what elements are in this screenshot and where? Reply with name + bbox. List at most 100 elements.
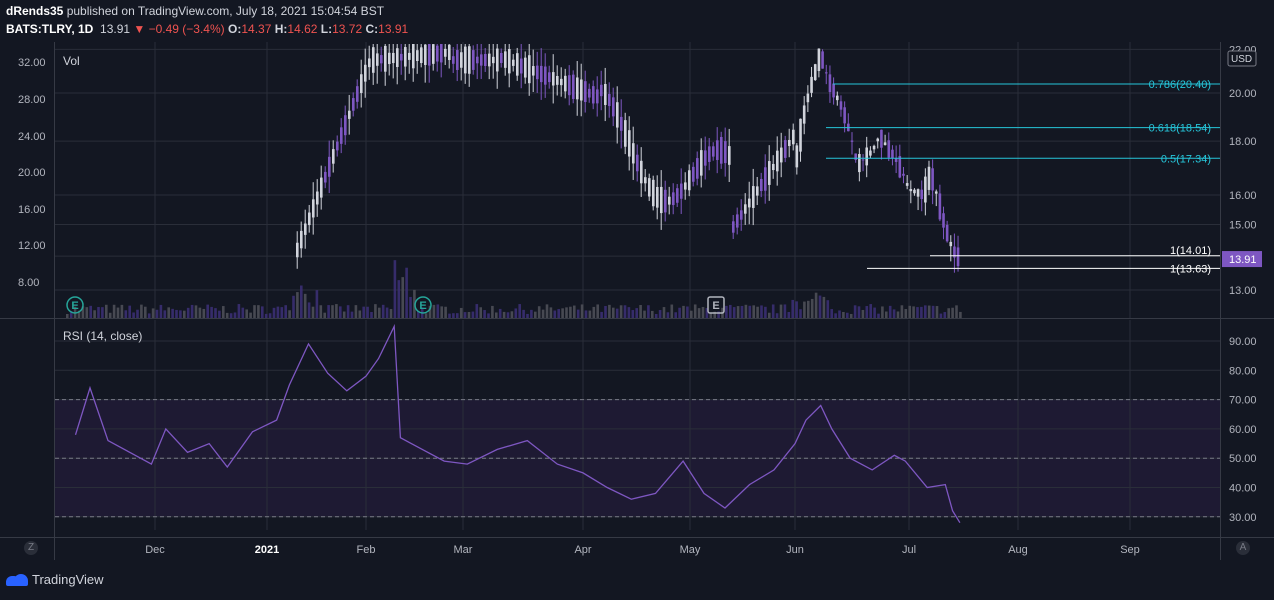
volume-tick-label: 8.00 bbox=[18, 277, 39, 289]
volume-bar bbox=[518, 304, 521, 318]
volume-bar bbox=[588, 310, 592, 318]
volume-bar bbox=[452, 313, 455, 318]
candle-body bbox=[312, 199, 315, 218]
volume-bar bbox=[120, 304, 124, 318]
volume-bar bbox=[935, 306, 939, 318]
candle-body bbox=[324, 171, 327, 183]
volume-bar bbox=[323, 312, 326, 318]
candle-body bbox=[949, 241, 953, 247]
candle-body bbox=[516, 53, 519, 76]
tradingview-logo[interactable]: TradingView bbox=[6, 572, 104, 587]
volume-bar bbox=[857, 306, 861, 318]
volume-bar bbox=[389, 309, 393, 318]
volume-bar bbox=[959, 311, 962, 318]
volume-bar bbox=[904, 309, 908, 318]
volume-bar bbox=[448, 313, 451, 318]
volume-bar bbox=[210, 306, 213, 318]
volume-bar bbox=[296, 292, 299, 318]
candle-body bbox=[308, 212, 311, 226]
author-name[interactable]: dRends35 bbox=[6, 4, 64, 18]
volume-bar bbox=[257, 305, 260, 318]
candle-body bbox=[817, 48, 821, 72]
open-label: O: bbox=[228, 22, 242, 36]
candle-body bbox=[304, 223, 307, 235]
volume-bar bbox=[132, 312, 135, 318]
brand-label: TradingView bbox=[32, 572, 104, 587]
volume-bar bbox=[569, 306, 572, 318]
volume-bar bbox=[498, 308, 502, 318]
volume-bar bbox=[225, 312, 229, 318]
volume-bar bbox=[881, 306, 884, 318]
candle-body bbox=[688, 170, 691, 191]
volume-bar bbox=[916, 307, 919, 318]
symbol-label[interactable]: BATS:TLRY, 1D bbox=[6, 22, 94, 36]
candle-body bbox=[316, 191, 319, 205]
volume-bar bbox=[249, 312, 252, 318]
volume-bar bbox=[198, 307, 202, 318]
volume-bar bbox=[292, 295, 295, 318]
candle-body bbox=[436, 45, 439, 62]
volume-bar bbox=[276, 306, 280, 318]
candle-body bbox=[732, 221, 735, 233]
volume-bar bbox=[307, 302, 311, 318]
volume-bar bbox=[951, 307, 954, 318]
candle-body bbox=[492, 56, 495, 64]
volume-bar bbox=[339, 306, 342, 318]
volume-bar bbox=[89, 305, 92, 318]
volume-bar bbox=[713, 311, 716, 318]
candle-body bbox=[813, 64, 817, 81]
volume-bar bbox=[775, 313, 779, 318]
volume-bar bbox=[658, 310, 662, 318]
high-label: H: bbox=[274, 22, 288, 36]
candle-body bbox=[344, 115, 347, 136]
volume-bar bbox=[510, 311, 514, 318]
volume-bar bbox=[810, 298, 814, 318]
volume-bar bbox=[483, 310, 486, 318]
candle-body bbox=[400, 53, 403, 61]
candle-body bbox=[596, 89, 599, 104]
candle-body bbox=[424, 44, 427, 65]
candle-body bbox=[376, 53, 379, 66]
volume-bar bbox=[795, 301, 798, 318]
volume-bar bbox=[908, 305, 911, 318]
currency-label: USD bbox=[1231, 54, 1252, 65]
candle-body bbox=[905, 183, 909, 186]
volume-bar bbox=[432, 304, 436, 318]
auto-scale-button[interactable]: A bbox=[1236, 541, 1250, 555]
volume-bar bbox=[479, 307, 482, 318]
candle-body bbox=[821, 51, 824, 69]
volume-bar bbox=[725, 305, 728, 318]
volume-bar bbox=[183, 310, 186, 318]
candle-body bbox=[902, 173, 905, 176]
volume-bar bbox=[927, 305, 931, 318]
volume-bar bbox=[931, 305, 935, 318]
candle-body bbox=[865, 147, 869, 166]
volume-bar bbox=[186, 307, 190, 318]
volume-bar bbox=[475, 304, 479, 318]
volume-bar bbox=[502, 311, 506, 318]
volume-bar bbox=[654, 313, 658, 318]
candle-body bbox=[328, 156, 331, 177]
volume-bar bbox=[362, 306, 365, 318]
candle-body bbox=[620, 116, 623, 131]
time-tick-label: Sep bbox=[1120, 544, 1140, 556]
volume-bar bbox=[647, 305, 650, 318]
volume-bar bbox=[214, 308, 217, 318]
volume-bar bbox=[565, 307, 568, 318]
volume-bar bbox=[756, 306, 759, 318]
candle-body bbox=[572, 74, 575, 99]
zoom-button[interactable]: Z bbox=[24, 541, 38, 555]
volume-bar bbox=[409, 296, 412, 318]
candle-body bbox=[716, 140, 719, 160]
candle-body bbox=[810, 76, 813, 93]
candle-body bbox=[536, 65, 539, 80]
time-tick-label: Feb bbox=[357, 544, 376, 556]
volume-bar bbox=[771, 304, 775, 318]
price-change: ▼ −0.49 (−3.4%) bbox=[133, 22, 225, 36]
fib-label: 0.786(20.40) bbox=[1149, 79, 1211, 91]
close-value: 13.91 bbox=[378, 22, 409, 36]
candle-body bbox=[909, 188, 913, 192]
candle-body bbox=[364, 64, 367, 82]
